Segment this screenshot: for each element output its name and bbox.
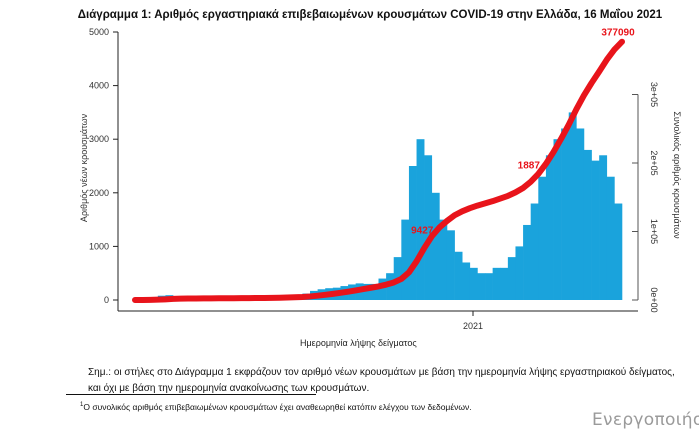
footnote: 1Ο συνολικός αριθμός επιβεβαιωμένων κρου…: [80, 402, 472, 412]
bar: [431, 192, 440, 300]
bar: [614, 203, 623, 300]
bar: [492, 267, 501, 300]
bar: [515, 246, 524, 300]
footnote-divider: [66, 394, 316, 395]
bar: [446, 230, 455, 300]
y2-tick-label: 2e+05: [649, 150, 659, 175]
y-axis-label: Αριθμός νέων κρουσμάτων: [79, 113, 89, 222]
y2-tick-label: 0e+00: [649, 287, 659, 312]
annotations: 9427 1887 377090: [411, 28, 635, 237]
chart-note: Σημ.: οι στήλες στο Διάγραμμα 1 εκφράζου…: [88, 367, 675, 394]
bar: [485, 273, 493, 300]
y-tick-label: 3000: [89, 134, 109, 144]
bar: [500, 267, 509, 300]
y2-axis-label: Συνολικός αριθμός κρουσμάτων: [672, 111, 682, 239]
bar: [454, 251, 463, 300]
y-tick-label: 1000: [89, 241, 109, 251]
axes: 0 1000 2000 3000 4000 5000 0e+00 1e+05 2e+05 3e+0…: [89, 27, 659, 331]
bar: [507, 257, 516, 300]
y-tick-label: 0: [104, 295, 109, 305]
annotation-label: 1887: [518, 161, 541, 172]
bar: [424, 155, 433, 300]
bar: [469, 267, 478, 300]
bars-group: [135, 112, 623, 301]
x-axis-label: Ημερομηνία λήψης δείγματος: [300, 338, 417, 348]
annotation-label: 377090: [601, 28, 635, 39]
bar: [606, 176, 615, 300]
bar: [523, 224, 531, 300]
bar: [576, 128, 585, 300]
chart-title: Διάγραμμα 1: Αριθμός εργαστηριακά επιβεβ…: [77, 9, 663, 21]
bar: [591, 160, 600, 300]
y-tick-label: 4000: [89, 81, 109, 91]
y-tick-label: 5000: [89, 27, 109, 37]
bar: [561, 128, 570, 300]
y2-tick-label: 1e+05: [649, 219, 659, 244]
bar: [530, 203, 539, 300]
footnote-text: Ο συνολικός αριθμός επιβεβαιωμένων κρουσ…: [83, 402, 472, 412]
bar: [599, 155, 608, 300]
bar: [408, 166, 417, 300]
cumulative-line: [132, 38, 625, 303]
bar: [439, 219, 448, 300]
bar: [553, 139, 562, 300]
bar: [401, 219, 410, 300]
y-tick-label: 2000: [89, 188, 109, 198]
bar: [378, 278, 387, 300]
y2-tick-label: 3e+05: [649, 82, 659, 107]
bar: [477, 273, 486, 300]
bar: [363, 283, 372, 300]
bar: [568, 112, 577, 301]
bar: [462, 262, 471, 300]
bar: [538, 176, 547, 300]
x-tick-label: 2021: [463, 321, 483, 331]
footnote-mark: 1: [80, 402, 84, 409]
bar: [545, 155, 554, 300]
bar: [370, 283, 379, 300]
bar: [583, 149, 592, 300]
bar: [416, 139, 425, 300]
watermark-text: Ενεργοποιήσ: [592, 410, 699, 430]
annotation-label: 9427: [411, 225, 434, 236]
